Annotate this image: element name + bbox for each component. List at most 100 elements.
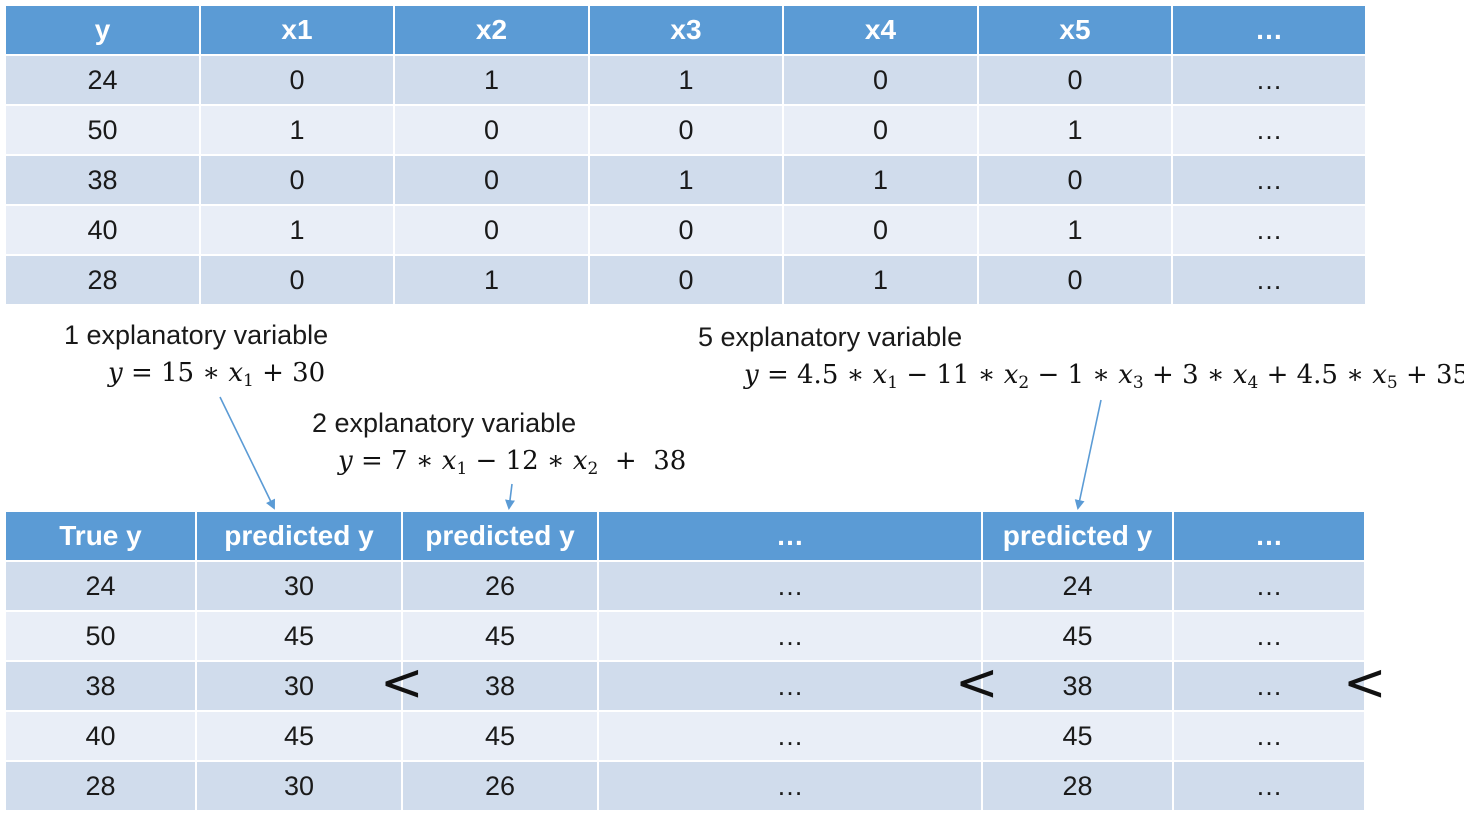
data-table: y x1 x2 x3 x4 x5 … 24 0 1 1 0 0 … 50 1 0… [4,4,1367,306]
table-header-row: True y predicted y predicted y … predict… [4,510,1366,562]
column-header-x5: x5 [977,4,1173,56]
table-cell: 28 [4,254,201,306]
table-cell: 45 [195,610,403,662]
table-cell: … [1172,710,1366,762]
table-cell: … [597,760,983,812]
column-header-x1: x1 [199,4,395,56]
column-header-x4: x4 [782,4,979,56]
table-cell: 1 [588,54,784,106]
table-cell: 30 [195,660,403,712]
table-cell: … [1171,204,1367,256]
table-cell: 0 [977,154,1173,206]
table-cell: 40 [4,710,197,762]
table-cell: 50 [4,104,201,156]
table-cell: 28 [981,760,1174,812]
table-cell: … [1171,104,1367,156]
table-cell: 28 [4,760,197,812]
table-cell: 1 [977,104,1173,156]
table-cell: 45 [195,710,403,762]
table-cell: 1 [588,154,784,206]
table-cell: 38 [4,660,197,712]
table-row: 28 30 26 … 28 … [4,760,1366,812]
table-cell: 45 [981,610,1174,662]
table-cell: 38 [981,660,1174,712]
table-row: 50 45 45 … 45 … [4,610,1366,662]
table-cell: 45 [401,610,599,662]
table-cell: 0 [782,204,979,256]
table-cell: … [1172,660,1366,712]
table-cell: 0 [588,204,784,256]
table-cell: 1 [782,254,979,306]
less-than-symbol: < [1343,653,1387,713]
table-cell: … [1171,254,1367,306]
table-cell: 0 [977,254,1173,306]
table-cell: 1 [393,54,590,106]
table-cell: … [1172,610,1366,662]
table-cell: 0 [588,254,784,306]
table-header-row: y x1 x2 x3 x4 x5 … [4,4,1367,56]
column-header-predicted-y-2: predicted y [401,510,599,562]
table-cell: … [1171,154,1367,206]
table-cell: 1 [393,254,590,306]
table-cell: 0 [393,204,590,256]
model-2-label: 2 explanatory variable [312,408,577,438]
table-cell: 38 [401,660,599,712]
table-cell: 45 [981,710,1174,762]
table-cell: 1 [199,104,395,156]
column-header-ellipsis: … [1171,4,1367,56]
table-cell: 0 [393,154,590,206]
table-cell: 24 [4,560,197,612]
table-row: 28 0 1 0 1 0 … [4,254,1367,306]
table-cell: 0 [977,54,1173,106]
arrow-model-5 [1074,399,1102,510]
table-cell: 30 [195,760,403,812]
table-cell: … [597,660,983,712]
less-than-symbol: < [380,653,424,713]
column-header-x3: x3 [588,4,784,56]
arrow-model-2 [505,483,515,510]
table-cell: 38 [4,154,201,206]
model-5-formula: y = 4.5 ∗ x1 − 11 ∗ x2 − 1 ∗ x3 + 3 ∗ x4… [744,360,1464,393]
table-cell: 0 [393,104,590,156]
table-cell: … [597,610,983,662]
table-cell: … [597,560,983,612]
table-cell: 0 [782,104,979,156]
column-header-y: y [4,4,201,56]
table-cell: … [597,710,983,762]
model-2-formula: y = 7 ∗ x1 − 12 ∗ x2 + 38 [338,446,687,479]
table-cell: 1 [199,204,395,256]
model-1-formula: y = 15 ∗ x1 + 30 [108,358,326,391]
table-row: 38 30 38 … 38 … [4,660,1366,712]
column-header-true-y: True y [4,510,197,562]
table-cell: 30 [195,560,403,612]
table-cell: 45 [401,710,599,762]
table-row: 50 1 0 0 0 1 … [4,104,1367,156]
table-row: 38 0 0 1 1 0 … [4,154,1367,206]
prediction-table: True y predicted y predicted y … predict… [4,510,1366,812]
table-cell: 0 [199,54,395,106]
table-cell: 50 [4,610,197,662]
column-header-predicted-y-1: predicted y [195,510,403,562]
table-row: 40 45 45 … 45 … [4,710,1366,762]
table-cell: 0 [199,154,395,206]
table-cell: 24 [981,560,1174,612]
table-cell: 26 [401,560,599,612]
column-header-ellipsis: … [597,510,983,562]
table-cell: 40 [4,204,201,256]
table-cell: 0 [782,54,979,106]
less-than-symbol: < [955,653,999,713]
table-cell: 0 [588,104,784,156]
table-cell: 0 [199,254,395,306]
column-header-ellipsis: … [1172,510,1366,562]
table-cell: 26 [401,760,599,812]
table-cell: … [1172,760,1366,812]
column-header-predicted-y-5: predicted y [981,510,1174,562]
table-cell: … [1171,54,1367,106]
table-cell: 1 [782,154,979,206]
table-row: 24 0 1 1 0 0 … [4,54,1367,106]
table-cell: 24 [4,54,201,106]
model-1-label: 1 explanatory variable [64,320,329,350]
arrow-model-1 [219,396,275,510]
column-header-x2: x2 [393,4,590,56]
